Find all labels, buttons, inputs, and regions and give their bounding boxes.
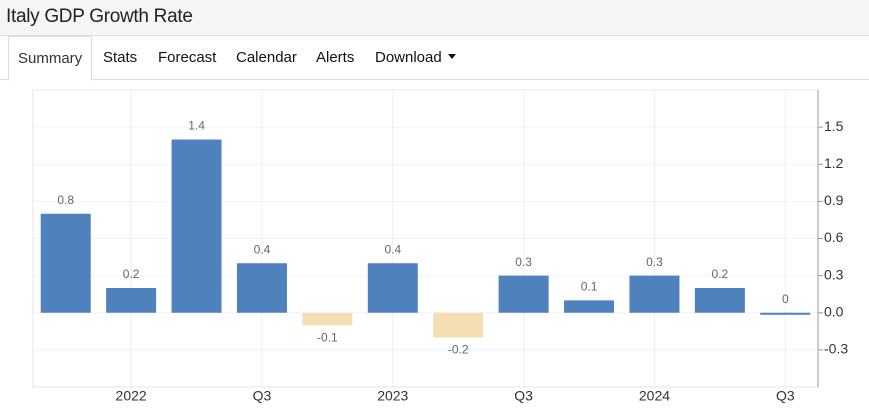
bar [106,288,157,313]
data-label: 0.3 [646,255,663,269]
data-label: -0.1 [317,330,338,344]
tab[interactable]: Calendar [236,49,297,66]
bar [760,312,811,315]
x-tick-label: Q3 [253,388,272,404]
bar [498,275,549,313]
data-label: -0.2 [448,343,469,357]
bar [564,300,615,313]
y-tick-label: 0.6 [824,229,844,245]
header: Italy GDP Growth Rate [0,0,869,36]
data-label: 1.4 [188,119,205,133]
chart: -0.3 0.0 0.3 0.6 0.9 1.2 1.5 0.8 2022 0.2 1.4 Q3 0.4… [32,89,848,404]
bar [367,263,418,313]
bar [40,213,91,313]
x-tick-label: 2023 [377,388,408,404]
y-tick-label: -0.3 [824,341,848,357]
tab-label[interactable]: Download [375,49,442,66]
tab[interactable]: Alerts [316,49,355,66]
data-label: 0.1 [581,280,598,294]
bar [433,312,484,338]
tab[interactable]: Stats [103,49,138,66]
page-title: Italy GDP Growth Rate [6,6,193,27]
tab[interactable]: Summary [8,36,93,81]
bar [171,139,222,313]
data-label: 0.4 [384,242,401,256]
y-tick-label: 1.2 [824,155,844,171]
x-tick-label: 2022 [116,388,147,404]
bar [302,312,353,326]
caret-icon [447,54,456,59]
tab-dropdown[interactable]: Download [375,36,456,80]
bar [629,275,680,313]
data-label: 0.3 [515,255,532,269]
data-label: 0.2 [123,267,140,281]
y-tick-label: 1.5 [824,118,844,134]
x-tick-label: Q3 [514,388,533,404]
data-label: 0 [782,292,789,306]
y-tick-label: 0.3 [824,266,844,282]
data-label: 0.2 [712,267,729,281]
y-tick-label: 0.9 [824,192,844,208]
tab[interactable]: Forecast [158,49,217,66]
bar [694,288,745,313]
tab-bar: Summary Stats Forecast Calendar Alerts D… [0,36,869,81]
x-tick-label: 2024 [639,388,670,404]
x-tick-label: Q3 [776,388,795,404]
bar [236,263,287,313]
y-tick-label: 0.0 [824,303,844,319]
data-label: 0.8 [57,193,74,207]
data-label: 0.4 [254,242,271,256]
